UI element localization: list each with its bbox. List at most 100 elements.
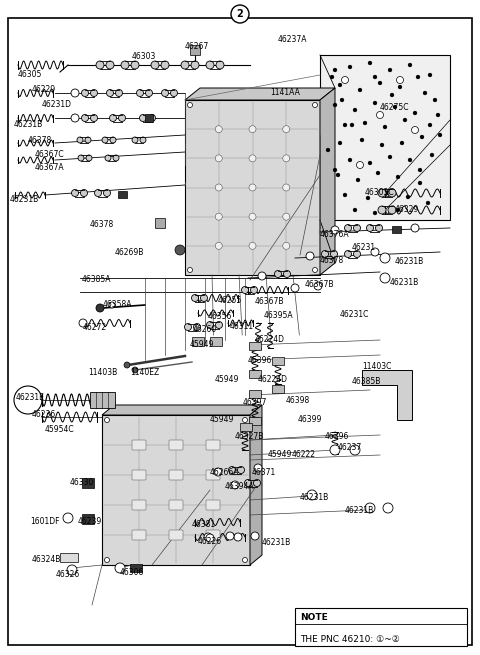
Circle shape [333, 168, 337, 172]
Text: 46231: 46231 [352, 243, 376, 252]
Circle shape [331, 226, 339, 234]
Text: 46267: 46267 [185, 42, 209, 51]
Circle shape [249, 184, 256, 191]
Text: 46376A: 46376A [320, 230, 349, 239]
Circle shape [330, 445, 340, 455]
Circle shape [368, 161, 372, 165]
Bar [249, 417, 261, 425]
Circle shape [408, 158, 412, 162]
Circle shape [192, 295, 199, 301]
Circle shape [330, 75, 334, 79]
Bar [89, 392, 115, 408]
Circle shape [105, 417, 109, 422]
Bar [249, 342, 261, 350]
Circle shape [368, 61, 372, 65]
Circle shape [283, 126, 290, 133]
Text: 46367A: 46367A [35, 163, 65, 172]
Circle shape [375, 225, 383, 231]
Bar [210, 337, 222, 346]
Circle shape [388, 206, 396, 214]
Text: 46222: 46222 [292, 450, 316, 459]
Circle shape [151, 61, 159, 69]
Circle shape [216, 61, 224, 69]
Circle shape [91, 90, 97, 96]
FancyBboxPatch shape [206, 500, 220, 510]
Text: 46324B: 46324B [32, 555, 61, 564]
Circle shape [188, 102, 192, 107]
Circle shape [357, 162, 363, 168]
Circle shape [338, 141, 342, 145]
Text: 45949: 45949 [268, 450, 292, 459]
Circle shape [116, 90, 122, 96]
Bar [249, 390, 261, 398]
Circle shape [242, 557, 248, 563]
Circle shape [380, 273, 390, 283]
Circle shape [350, 445, 360, 455]
Text: 46398: 46398 [286, 396, 310, 405]
Circle shape [81, 189, 87, 196]
Circle shape [423, 91, 427, 95]
Circle shape [140, 137, 146, 143]
Text: 46395A: 46395A [264, 311, 294, 320]
Bar [192, 337, 204, 346]
Circle shape [113, 155, 119, 161]
Text: 45954C: 45954C [45, 425, 74, 434]
Circle shape [249, 155, 256, 162]
Bar [118, 191, 127, 198]
Text: 46381: 46381 [192, 520, 216, 529]
Circle shape [249, 126, 256, 133]
Circle shape [96, 304, 104, 312]
Text: 2: 2 [237, 9, 243, 19]
Circle shape [170, 90, 178, 96]
Circle shape [71, 89, 79, 97]
Circle shape [283, 242, 290, 250]
Text: 46367B: 46367B [255, 297, 285, 306]
Text: 46236: 46236 [32, 410, 56, 419]
Circle shape [378, 206, 386, 214]
Circle shape [124, 362, 130, 368]
Circle shape [85, 137, 91, 143]
Circle shape [433, 98, 437, 102]
Circle shape [348, 158, 352, 162]
Bar [392, 226, 401, 233]
Text: 46275C: 46275C [380, 103, 409, 112]
Circle shape [438, 133, 442, 137]
FancyBboxPatch shape [132, 440, 146, 450]
Bar [295, 608, 467, 646]
Text: 46231B: 46231B [390, 278, 419, 287]
Circle shape [228, 466, 236, 474]
Bar [155, 218, 165, 228]
Circle shape [411, 224, 419, 232]
Circle shape [82, 90, 88, 96]
Text: 46269B: 46269B [115, 248, 144, 257]
Text: 46385A: 46385A [82, 275, 111, 284]
Circle shape [343, 123, 347, 127]
Circle shape [356, 178, 360, 182]
Bar [130, 564, 142, 572]
Circle shape [215, 184, 222, 191]
Circle shape [226, 532, 234, 540]
Circle shape [396, 175, 400, 179]
Polygon shape [102, 405, 262, 415]
Circle shape [353, 208, 357, 212]
FancyBboxPatch shape [132, 470, 146, 480]
Circle shape [411, 126, 419, 134]
Circle shape [283, 213, 290, 220]
Circle shape [119, 115, 125, 121]
Text: THE PNC 46210: ①~②: THE PNC 46210: ①~② [300, 635, 400, 644]
Text: 46330: 46330 [70, 478, 95, 487]
Text: NOTE: NOTE [300, 613, 328, 622]
Circle shape [132, 367, 138, 373]
Bar [102, 415, 250, 565]
Circle shape [140, 115, 146, 121]
Circle shape [254, 464, 262, 472]
Text: 46378: 46378 [28, 136, 52, 145]
Circle shape [95, 189, 101, 196]
Circle shape [396, 77, 404, 83]
Bar [82, 514, 94, 524]
Circle shape [86, 155, 92, 161]
Circle shape [106, 61, 114, 69]
Text: 46305: 46305 [18, 70, 42, 79]
Circle shape [378, 189, 386, 197]
Circle shape [251, 286, 257, 293]
